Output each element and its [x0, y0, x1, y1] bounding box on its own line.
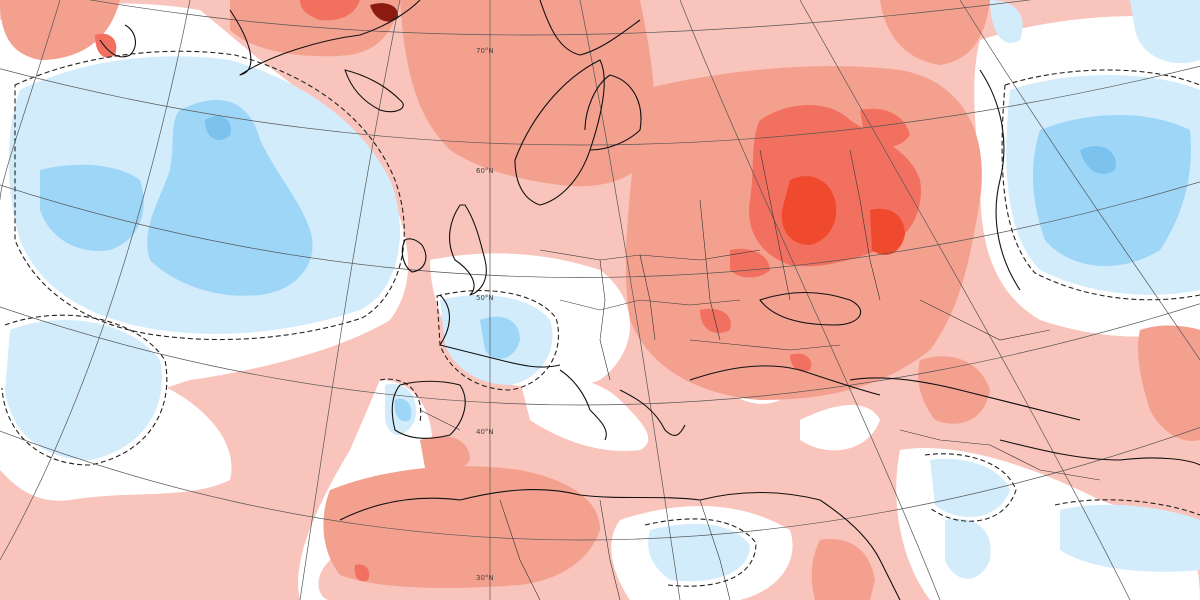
- country-borders: [419, 149, 1101, 600]
- lat-label-60n: 60°N: [476, 167, 494, 175]
- cool-anomaly-medium: [40, 100, 1191, 422]
- cool-anomaly-strong: [205, 115, 1116, 174]
- lat-label-30n: 30°N: [476, 574, 494, 582]
- lat-label-40n: 40°N: [476, 428, 494, 436]
- warm-anomaly-peak: [781, 176, 905, 255]
- warm-anomaly-extreme: [370, 3, 399, 22]
- anomaly-contours: [1, 50, 1200, 587]
- coastlines: [99, 0, 1200, 600]
- lat-label-70n: 70°N: [476, 47, 494, 55]
- lat-label-50n: 50°N: [476, 294, 494, 302]
